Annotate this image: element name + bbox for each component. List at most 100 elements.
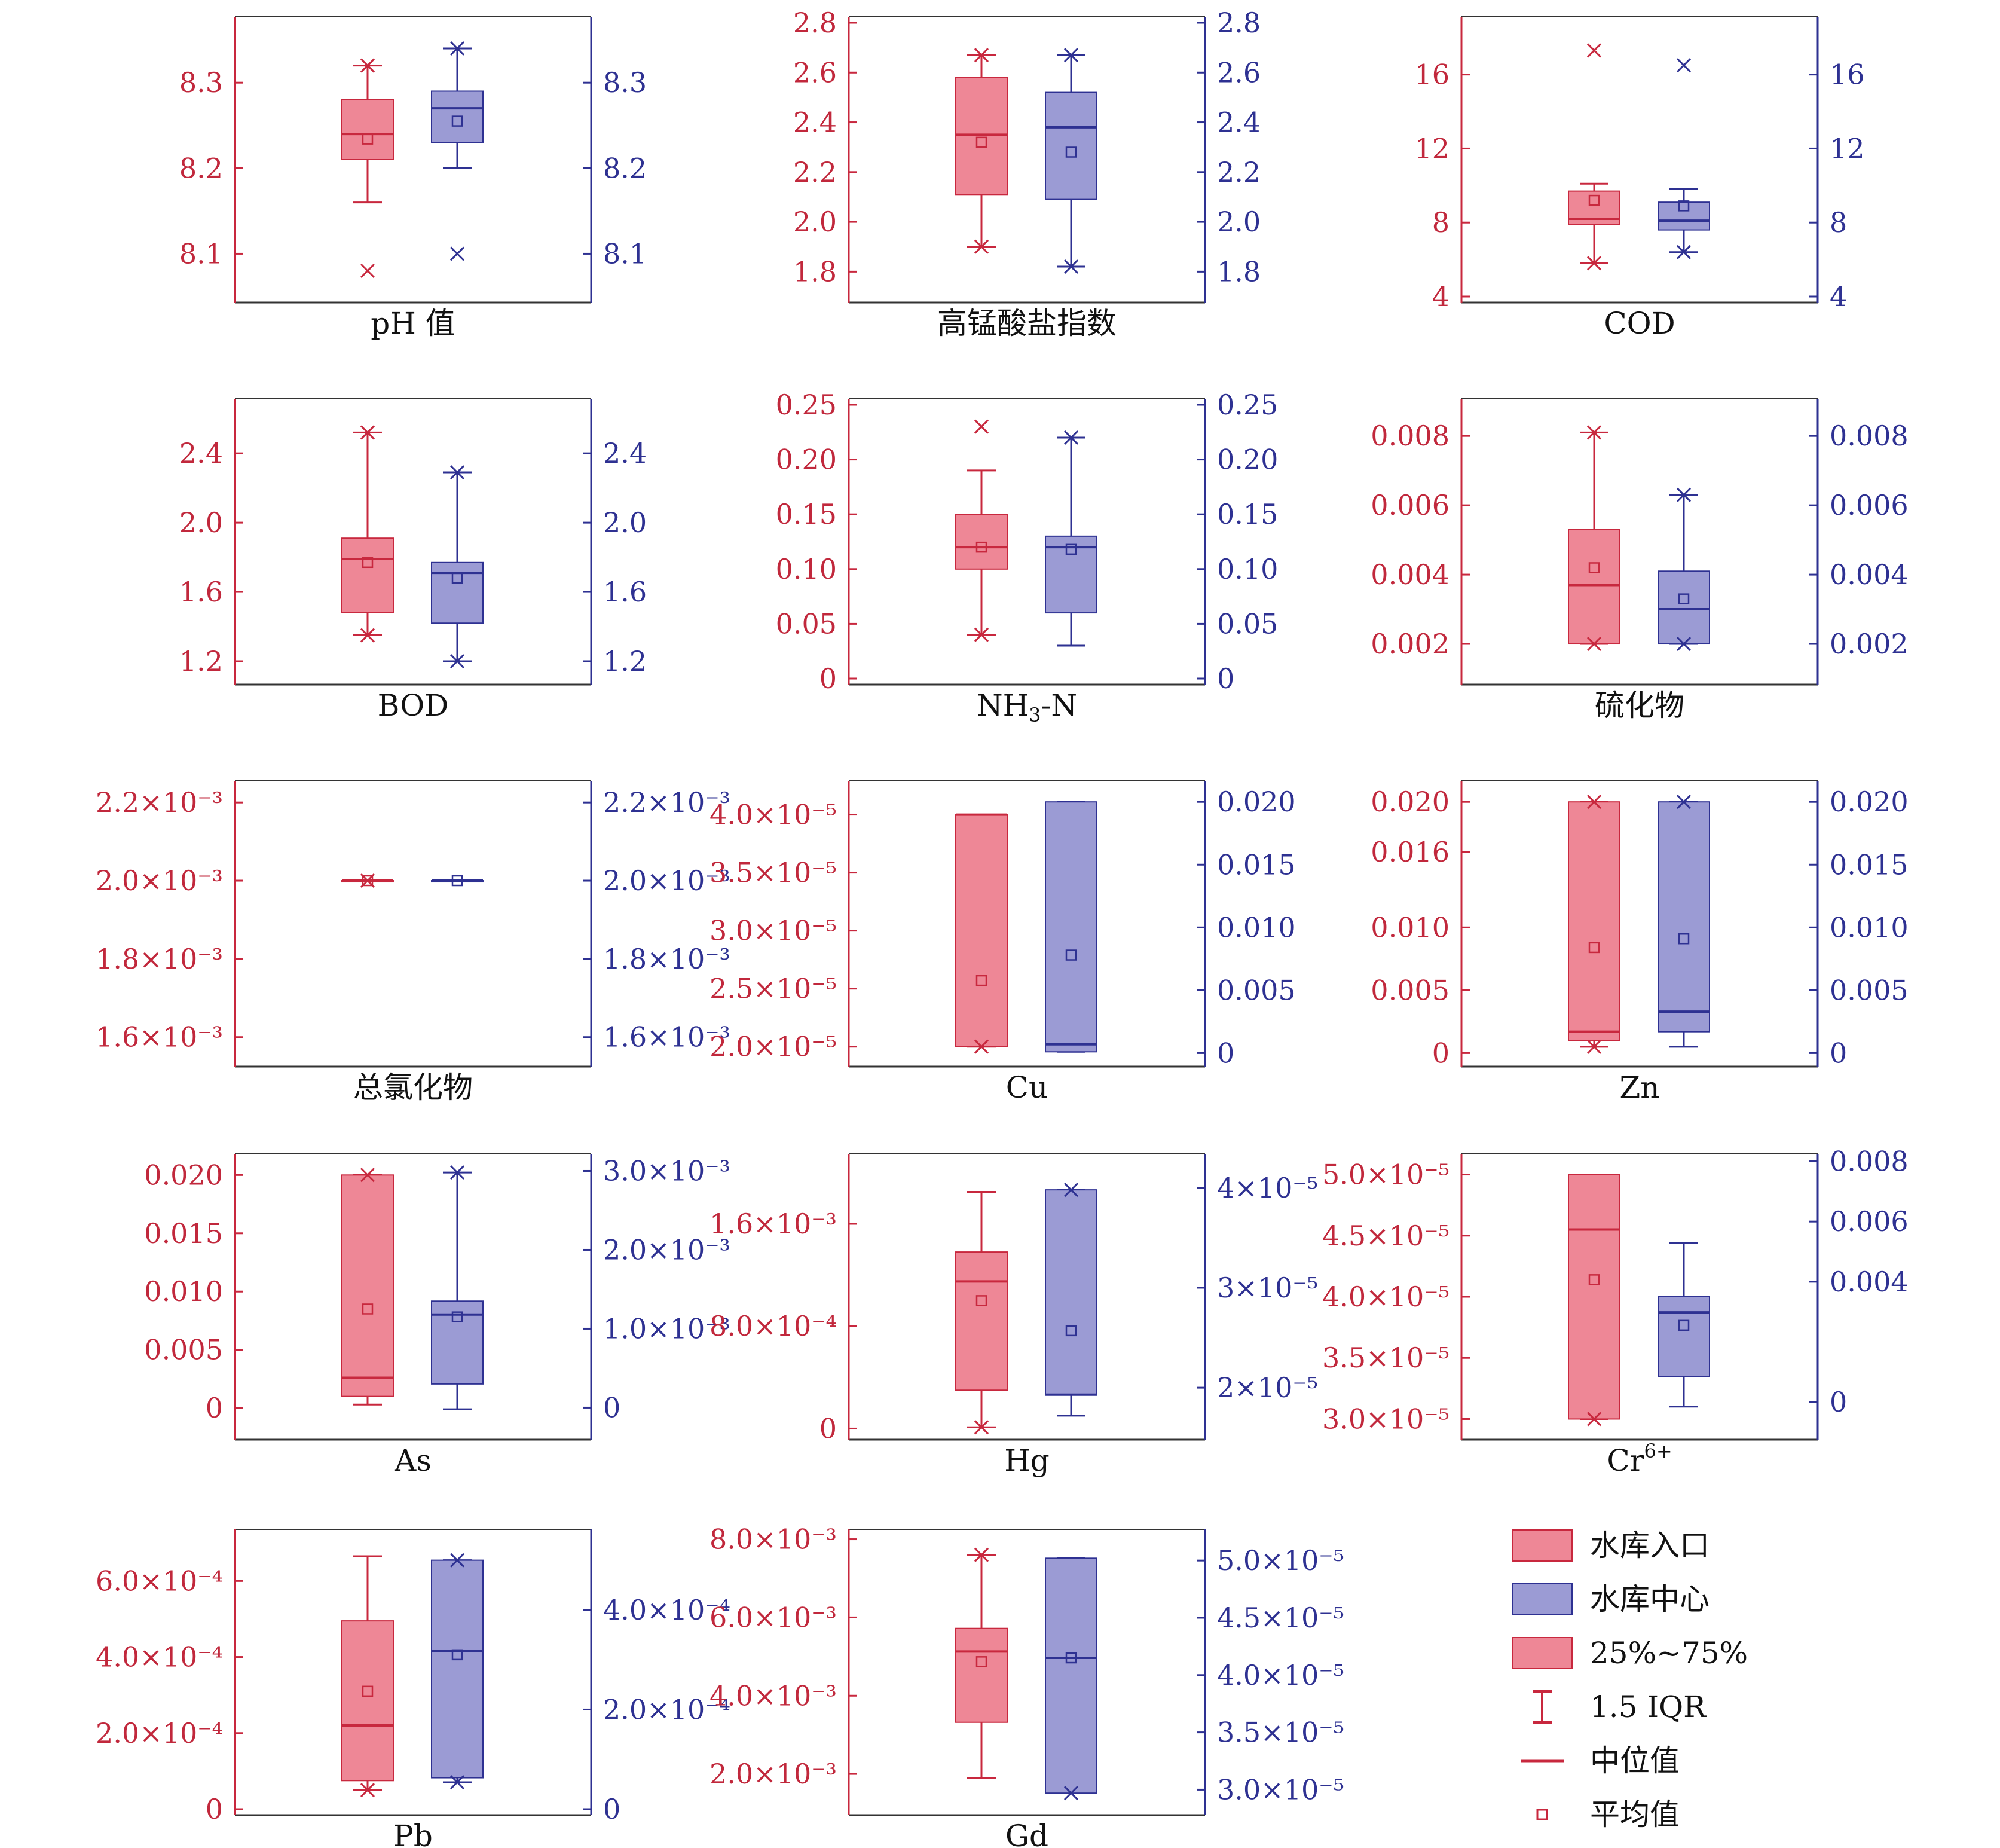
inlet-box: [955, 1627, 1008, 1723]
right-tick-label: 0.006: [1830, 489, 1909, 521]
inlet-mean-marker: [362, 557, 374, 569]
panel-8: 2.0×10⁻⁵ 2.5×10⁻⁵ 3.0×10⁻⁵ 3.5×10⁻⁵ 4.0×10⁻⁵…: [710, 780, 1296, 1105]
right-tick-label: 3.5×10⁻⁵: [1217, 1716, 1344, 1749]
center-box: [1045, 801, 1097, 1053]
legend-label: 水库入口: [1590, 1528, 1710, 1563]
left-tick-label: 0.005: [144, 1334, 223, 1366]
right-tick-label: 12: [1830, 132, 1865, 164]
legend-label: 平均值: [1590, 1797, 1680, 1832]
x-axis-label: Zn: [1620, 1070, 1660, 1105]
right-tick-label: 2.4: [1217, 106, 1261, 139]
inlet-extreme-1: [974, 627, 989, 642]
left-tick-label: 8.0×10⁻⁴: [710, 1310, 837, 1342]
center-extreme-1: [1676, 636, 1692, 652]
right-tick-label: 0.004: [1830, 1266, 1909, 1298]
legend-label: 1.5 IQR: [1590, 1690, 1707, 1724]
right-tick-label: 2×10⁻⁵: [1217, 1372, 1318, 1404]
inlet-extreme-0: [974, 419, 989, 434]
left-tick-label: 0: [819, 1412, 837, 1444]
legend-symbol-box-center: [1512, 1583, 1573, 1615]
inlet-extreme-1: [1586, 1039, 1602, 1054]
right-tick-label: 4.0×10⁻⁵: [1217, 1659, 1344, 1691]
right-tick-label: 0: [603, 1793, 620, 1825]
x-axis-label: Hg: [1004, 1443, 1050, 1478]
right-tick-label: 4: [1830, 280, 1847, 313]
center-box: [431, 1559, 484, 1779]
center-extreme-0: [449, 1165, 465, 1180]
left-tick-label: 0.004: [1371, 558, 1449, 591]
left-tick-label: 4.5×10⁻⁵: [1322, 1220, 1449, 1252]
right-tick-label: 4.0×10⁻⁴: [603, 1594, 730, 1626]
panel-11: 0 8.0×10⁻⁴ 1.6×10⁻³ 2×10⁻⁵ 3×10⁻⁵ 4×10⁻⁵ Hg: [710, 1153, 1318, 1478]
right-tick-label: 2.0×10⁻³: [603, 865, 730, 897]
right-tick-label: 0.002: [1830, 628, 1909, 660]
left-tick-label: 1.8: [793, 255, 837, 288]
right-tick-label: 0.005: [1830, 974, 1909, 1006]
right-tick-label: 2.6: [1217, 56, 1261, 88]
inlet-extreme-1: [974, 48, 989, 63]
inlet-extreme-1: [360, 628, 375, 643]
left-tick-label: 12: [1414, 132, 1449, 164]
left-tick-label: 1.2: [179, 645, 223, 677]
left-tick-label: 2.0×10⁻³: [710, 1758, 837, 1790]
center-box: [1045, 1557, 1097, 1794]
x-axis-label: BOD: [378, 688, 449, 723]
panel-10: 0 0.005 0.010 0.015 0.020 0 1.0×10⁻³ 2.0×10⁻³ 3.…: [144, 1153, 730, 1478]
left-tick-label: 8.2: [179, 152, 223, 184]
right-tick-label: 5.0×10⁻⁵: [1217, 1544, 1344, 1577]
right-tick-label: 16: [1830, 59, 1865, 91]
left-tick-label: 2.0: [793, 206, 837, 238]
x-axis-label: COD: [1604, 306, 1675, 341]
left-tick-label: 3.5×10⁻⁵: [710, 857, 837, 889]
right-tick-label: 0.10: [1217, 553, 1278, 585]
left-tick-label: 0.016: [1371, 836, 1449, 868]
panel-12: 3.0×10⁻⁵ 3.5×10⁻⁵ 4.0×10⁻⁵ 4.5×10⁻⁵ 5.0×10⁻⁵…: [1322, 1146, 1909, 1478]
inlet-mean-marker: [975, 1656, 987, 1667]
inlet-extreme-0: [1586, 795, 1602, 810]
left-tick-label: 0.010: [144, 1275, 223, 1308]
left-tick-label: 2.2: [793, 156, 837, 188]
left-tick-label: 2.4: [179, 437, 223, 469]
left-tick-label: 0.005: [1371, 974, 1449, 1006]
center-extreme-0: [449, 246, 465, 261]
right-tick-label: 0.006: [1830, 1205, 1909, 1238]
right-tick-label: 1.2: [603, 645, 647, 677]
x-axis-label: 硫化物: [1595, 688, 1684, 723]
right-tick-label: 0.015: [1217, 848, 1296, 881]
inlet-mean-marker: [362, 875, 374, 887]
legend-mean-marker: [1536, 1809, 1548, 1820]
left-tick-label: 8.0×10⁻³: [710, 1523, 837, 1556]
right-tick-label: 0.015: [1830, 848, 1909, 881]
legend-symbol-mean: [1536, 1809, 1548, 1820]
left-tick-label: 0: [819, 662, 837, 695]
left-tick-label: 0.002: [1371, 628, 1449, 660]
right-tick-label: 2.0×10⁻⁴: [603, 1693, 730, 1725]
right-tick-label: 0.008: [1830, 1146, 1909, 1178]
center-extreme-1: [449, 41, 465, 56]
inlet-extreme-0: [1586, 1412, 1602, 1427]
center-box: [1045, 1189, 1097, 1395]
right-tick-label: 2.0×10⁻³: [603, 1233, 730, 1266]
center-mean-marker: [451, 115, 463, 127]
right-tick-label: 0.020: [1217, 786, 1296, 818]
inlet-mean-marker: [975, 1295, 987, 1306]
center-box: [1658, 1296, 1710, 1377]
inlet-box: [955, 814, 1008, 1047]
right-tick-label: 0.15: [1217, 498, 1278, 530]
left-tick-label: 4.0×10⁻³: [710, 1679, 837, 1712]
legend-symbol-box-inlet: [1512, 1529, 1573, 1562]
right-tick-label: 1.6×10⁻³: [603, 1021, 730, 1053]
right-tick-label: 0.020: [1830, 786, 1909, 818]
center-box: [1658, 201, 1710, 231]
left-tick-label: 2.0: [179, 506, 223, 539]
inlet-mean-marker: [362, 1303, 374, 1315]
right-tick-label: 0.005: [1217, 974, 1296, 1006]
right-tick-label: 2.8: [1217, 7, 1261, 39]
right-tick-label: 0: [1217, 662, 1234, 695]
right-tick-label: 0: [1830, 1037, 1847, 1069]
right-tick-label: 0: [1217, 1037, 1234, 1069]
left-tick-label: 1.6×10⁻³: [96, 1021, 223, 1053]
center-extreme-0: [1063, 1183, 1079, 1198]
panel-4: 1.2 1.6 2.0 2.4 1.2 1.6 2.0 2.4 BOD: [179, 398, 647, 723]
